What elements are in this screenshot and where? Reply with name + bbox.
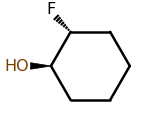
Polygon shape xyxy=(31,63,51,70)
Text: F: F xyxy=(46,2,56,17)
Text: HO: HO xyxy=(4,59,29,74)
